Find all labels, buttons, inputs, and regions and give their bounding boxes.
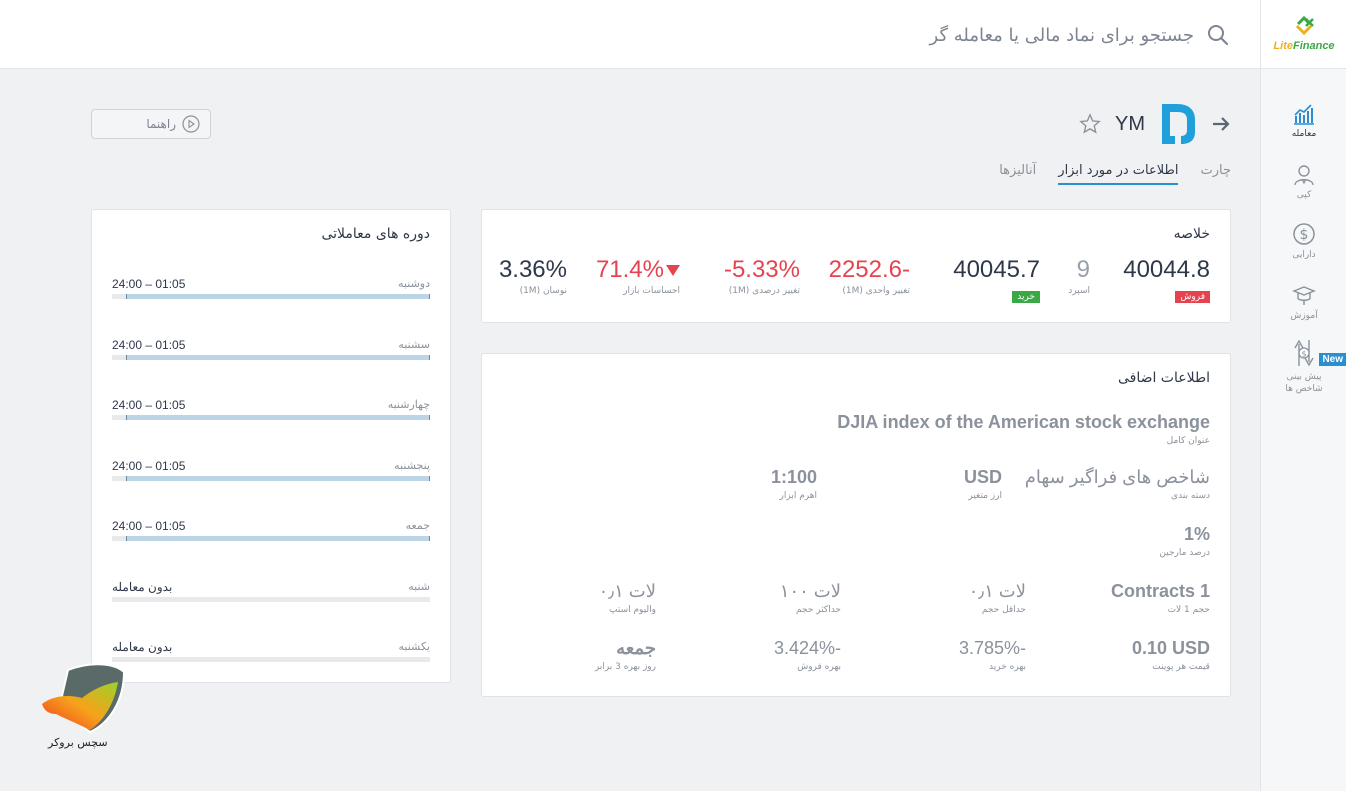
graduation-cap-icon <box>1292 286 1316 305</box>
watermark: سچس بروکر <box>38 662 128 752</box>
swap-long: 3.785%- بهره خرید <box>958 638 1026 672</box>
leverage: 1:100 اهرم ابزار <box>770 467 817 501</box>
tab-instrument-info[interactable]: اطلاعات در مورد ابزار <box>1058 163 1179 185</box>
tab-analysis[interactable]: آنالیزها <box>999 163 1037 178</box>
sidebar-item-label: پیش بینی <box>1286 372 1322 382</box>
watermark-text: سچس بروکر <box>48 736 108 749</box>
sidebar: LiteFinance معامله کپی $ دارایی آموزش $ … <box>1260 0 1346 791</box>
buy-tag: خرید <box>1012 291 1040 303</box>
category: شاخص های فراگیر سهام دسته بندی <box>1024 467 1210 501</box>
sidebar-item-label: معامله <box>1291 129 1317 139</box>
bull-shield-logo-icon <box>42 663 126 734</box>
point-value: 0.10 USD قیمت هر پوینت <box>1131 638 1210 672</box>
spread: 9 اسپرد <box>1068 256 1090 296</box>
session-row: سشنبه 01:05 – 24:00 <box>112 338 430 368</box>
sidebar-item-education[interactable]: آموزش <box>1261 283 1346 322</box>
search-icon <box>1208 25 1229 46</box>
extra-info-card: اطلاعات اضافی DJIA index of the American… <box>481 353 1231 697</box>
extra-info-title: اطلاعات اضافی <box>1117 370 1210 386</box>
guide-label: راهنما <box>146 117 176 131</box>
full-name: DJIA index of the American stock exchang… <box>837 412 1210 446</box>
sidebar-item-assets[interactable]: $ دارایی <box>1261 222 1346 261</box>
tabs: چارت اطلاعات در مورد ابزار آنالیزها <box>999 163 1231 185</box>
search-input[interactable]: جستجو برای نماد مالی یا معامله گر <box>929 24 1194 46</box>
instrument-symbol: YM <box>1115 112 1145 135</box>
litefinance-logo-icon <box>1295 16 1314 36</box>
buy-price: 40045.7 خرید <box>953 256 1040 303</box>
lot-size: Contracts 1 حجم 1 لات <box>1110 581 1210 615</box>
percent-change: -5.33% تغییر درصدی (1M) <box>723 256 800 296</box>
favorite-star-icon[interactable] <box>1079 113 1101 135</box>
forecast-icon: $ <box>1294 339 1314 367</box>
dow-jones-logo-icon <box>1162 104 1195 144</box>
session-row: چهارشنبه 01:05 – 24:00 <box>112 398 430 428</box>
sidebar-item-label-line2: شاخص ها <box>1285 384 1323 394</box>
sidebar-item-trade[interactable]: معامله <box>1261 103 1346 140</box>
sell-tag: فروش <box>1175 291 1210 303</box>
sidebar-item-label: کپی <box>1296 190 1312 200</box>
session-row: شنبه بدون معامله <box>112 580 430 610</box>
session-bar <box>112 536 430 541</box>
new-badge: New <box>1319 353 1346 366</box>
guide-button[interactable]: راهنما <box>91 109 211 139</box>
chart-growth-icon <box>1294 104 1314 125</box>
logo[interactable]: LiteFinance <box>1261 0 1346 69</box>
sidebar-item-copy[interactable]: کپی <box>1261 162 1346 201</box>
volume-step: ۰٫۱ لات والیوم استپ <box>598 581 656 615</box>
instrument-header: YM <box>1079 102 1231 146</box>
margin-percent: 1% درصد مارجین <box>1159 524 1210 558</box>
session-row: پنجشنبه 01:05 – 24:00 <box>112 459 430 489</box>
session-bar <box>112 294 430 299</box>
currency: USD ارز متغیر <box>963 467 1002 501</box>
session-row: جمعه 01:05 – 24:00 <box>112 519 430 549</box>
svg-text:$: $ <box>1301 350 1306 359</box>
top-bar: جستجو برای نماد مالی یا معامله گر <box>0 0 1260 69</box>
session-bar <box>112 476 430 481</box>
user-icon <box>1294 165 1314 186</box>
back-arrow-icon[interactable] <box>1211 116 1231 132</box>
svg-text:$: $ <box>1300 227 1309 243</box>
session-bar <box>112 597 430 602</box>
brand-lite: Lite <box>1273 40 1293 52</box>
sidebar-item-forecast[interactable]: $ پیش بینی شاخص ها <box>1261 338 1346 395</box>
search-box[interactable]: جستجو برای نماد مالی یا معامله گر <box>930 18 1230 52</box>
play-circle-icon <box>182 115 200 133</box>
max-volume: ۱۰۰ لات حداکثر حجم <box>779 581 841 615</box>
volatility: 3.36% نوسان (1M) <box>498 256 567 296</box>
session-bar <box>112 657 430 662</box>
tab-chart[interactable]: چارت <box>1200 163 1231 178</box>
session-row: یکشنبه بدون معامله <box>112 640 430 670</box>
swap-short: 3.424%- بهره فروش <box>773 638 841 672</box>
session-row: دوشنبه 01:05 – 24:00 <box>112 277 430 307</box>
sidebar-item-label: دارایی <box>1292 250 1316 260</box>
sell-price: 40044.8 فروش <box>1123 256 1210 303</box>
unit-change: 2252.6- تغییر واحدی (1M) <box>828 256 910 296</box>
trading-sessions-card: دوره های معاملاتی دوشنبه 01:05 – 24:00 س… <box>91 209 451 683</box>
sidebar-item-label: آموزش <box>1290 311 1318 321</box>
session-bar <box>112 415 430 420</box>
session-bar <box>112 355 430 360</box>
dollar-circle-icon: $ <box>1293 223 1315 245</box>
brand-finance: Finance <box>1292 40 1335 52</box>
summary-card: خلاصه 40044.8 فروش 9 اسپرد 40045.7 خرید … <box>481 209 1231 323</box>
summary-title: خلاصه <box>1173 226 1210 242</box>
down-triangle-icon <box>666 265 680 277</box>
triple-swap-day: جمعه روز بهره 3 برابر <box>594 638 656 672</box>
sessions-title: دوره های معاملاتی <box>321 226 430 242</box>
market-sentiment: 71.4% احساسات بازار <box>595 256 680 296</box>
min-volume: ۰٫۱ لات حداقل حجم <box>968 581 1026 615</box>
